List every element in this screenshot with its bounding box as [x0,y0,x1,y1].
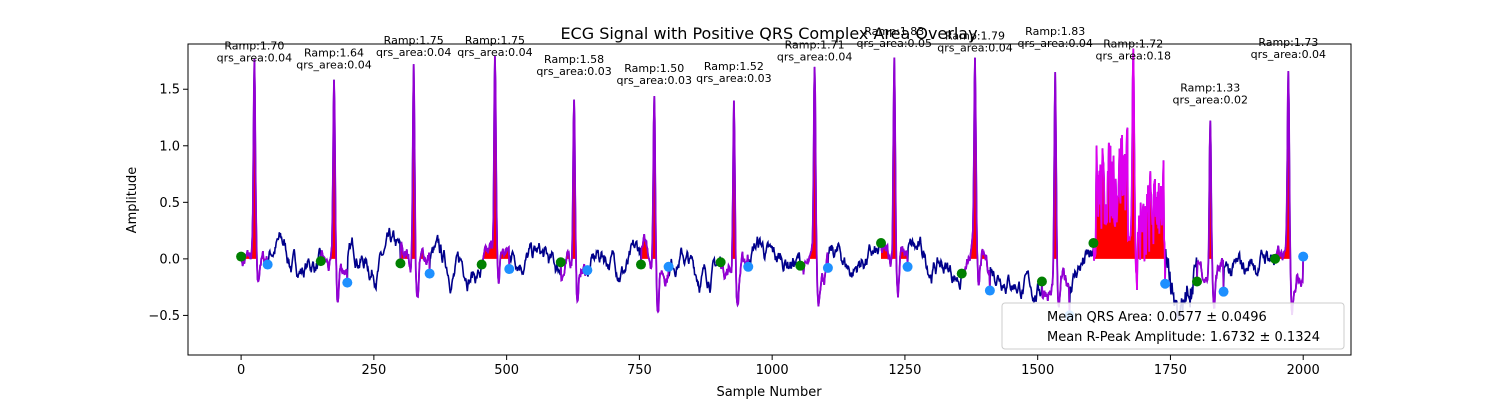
qrs-offset-marker-9 [902,261,913,272]
qrs-segment-9 [880,57,909,298]
beat-annotation-14-ramp: Ramp:1.73 [1258,36,1318,49]
beat-annotation-3-area: qrs_area:0.04 [376,46,451,59]
qrs-segment-13 [1196,120,1225,309]
beat-annotation-10-area: qrs_area:0.04 [937,41,1012,54]
chart-title: ECG Signal with Positive QRS Complex Are… [560,24,977,43]
y-tick-label: −0.5 [148,309,180,324]
qrs-onset-marker-6 [635,259,646,270]
qrs-segment-11 [1041,72,1071,316]
qrs-offset-marker-2 [342,277,353,288]
qrs-onset-marker-3 [395,258,406,269]
legend-entry-qrs-area: Mean QRS Area: 0.0577 ± 0.0496 [1047,310,1267,325]
beat-annotation-5-ramp: Ramp:1.58 [544,53,604,66]
qrs-segment-12 [1092,48,1166,290]
qrs-onset-marker-9 [876,238,887,249]
beat-annotation-2-ramp: Ramp:1.64 [304,46,364,59]
y-tick-label: 1.0 [159,139,180,154]
qrs-offset-marker-14 [1298,251,1309,262]
beat-annotation-9-area: qrs_area:0.05 [857,37,932,50]
legend: Mean QRS Area: 0.0577 ± 0.0496 Mean R-Pe… [1001,302,1345,350]
beat-annotation-1-ramp: Ramp:1.70 [224,40,284,53]
qrs-onset-marker-7 [715,257,726,268]
qrs-onset-marker-4 [476,259,487,270]
x-tick-label: 0 [237,363,245,378]
beat-annotation-1-area: qrs_area:0.04 [217,52,292,65]
qrs-segment-6 [640,96,670,314]
legend-entry-r-peak: Mean R-Peak Amplitude: 1.6732 ± 0.1324 [1047,330,1320,345]
beat-annotation-12-area: qrs_area:0.18 [1096,49,1171,62]
qrs-segment-14 [1274,71,1305,316]
beat-annotation-6-area: qrs_area:0.03 [617,74,692,87]
qrs-onset-marker-2 [315,256,326,267]
x-tick-label: 250 [361,363,386,378]
x-tick-label: 1000 [756,363,789,378]
qrs-offset-marker-8 [822,262,833,273]
qrs-offset-marker-4 [504,264,515,275]
qrs-offset-marker-12 [1160,278,1171,289]
qrs-offset-marker-1 [262,259,273,270]
x-tick-label: 1250 [888,363,921,378]
qrs-onset-marker-11 [1036,276,1047,287]
qrs-offset-marker-7 [743,261,754,272]
qrs-segment-4 [480,56,511,284]
qrs-onset-marker-13 [1191,276,1202,287]
qrs-offset-marker-10 [984,285,995,296]
qrs-onset-marker-12 [1088,238,1099,249]
beat-annotation-13-ramp: Ramp:1.33 [1180,81,1240,94]
qrs-onset-marker-1 [236,251,247,262]
beat-annotation-9-ramp: Ramp:1.83 [864,25,924,38]
qrs-offset-marker-5 [582,265,593,276]
qrs-offset-marker-3 [424,268,435,279]
qrs-area-fill-13 [1197,120,1224,259]
legend-box [1001,302,1345,350]
beat-annotation-2-area: qrs_area:0.04 [296,58,371,71]
beat-annotation-8-area: qrs_area:0.04 [777,50,852,63]
qrs-segment-10 [960,57,991,291]
y-axis-label: Amplitude [125,167,140,234]
qrs-area-fill-9 [881,57,908,259]
qrs-segment-3 [399,64,431,299]
x-tick-label: 500 [494,363,519,378]
qrs-onset-marker-14 [1270,253,1281,264]
x-tick-label: 1750 [1154,363,1187,378]
qrs-area-fill-2 [320,79,348,259]
x-tick-label: 2000 [1287,363,1320,378]
plot-frame [187,43,1352,356]
beat-annotation-8-ramp: Ramp:1.71 [785,38,845,51]
beat-annotation-14-area: qrs_area:0.04 [1251,48,1326,61]
qrs-area-fill-5 [560,99,588,259]
qrs-onset-marker-5 [555,257,566,268]
beat-annotation-11-area: qrs_area:0.04 [1017,37,1092,50]
x-tick-label: 750 [627,363,652,378]
qrs-segment-7 [719,100,750,308]
beat-annotation-7-area: qrs_area:0.03 [696,72,771,85]
qrs-segment-8 [799,66,829,307]
beat-annotation-5-area: qrs_area:0.03 [536,65,611,78]
y-tick-label: 0.0 [159,252,180,267]
qrs-offset-marker-13 [1218,286,1229,297]
beat-annotation-10-ramp: Ramp:1.79 [945,29,1005,42]
qrs-offset-marker-6 [663,261,674,272]
qrs-onset-marker-10 [956,268,967,279]
x-axis-label: Sample Number [716,385,822,400]
y-tick-label: 1.5 [159,83,180,98]
ecg-signal-line [240,48,1304,322]
y-tick-label: 0.5 [159,196,180,211]
beat-annotation-11-ramp: Ramp:1.83 [1025,25,1085,38]
qrs-onset-marker-8 [795,260,806,271]
beat-annotation-6-ramp: Ramp:1.50 [624,62,684,75]
axis-layer: 0 250 500 750 1000 1250 1500 1750 2000 −0.5 0.0 0.5… [148,83,1319,378]
beat-annotation-4-area: qrs_area:0.04 [457,46,532,59]
beat-annotation-13-area: qrs_area:0.02 [1173,93,1248,106]
x-tick-label: 1500 [1021,363,1054,378]
beat-annotation-7-ramp: Ramp:1.52 [704,60,764,73]
qrs-area-fill-1 [241,58,268,259]
